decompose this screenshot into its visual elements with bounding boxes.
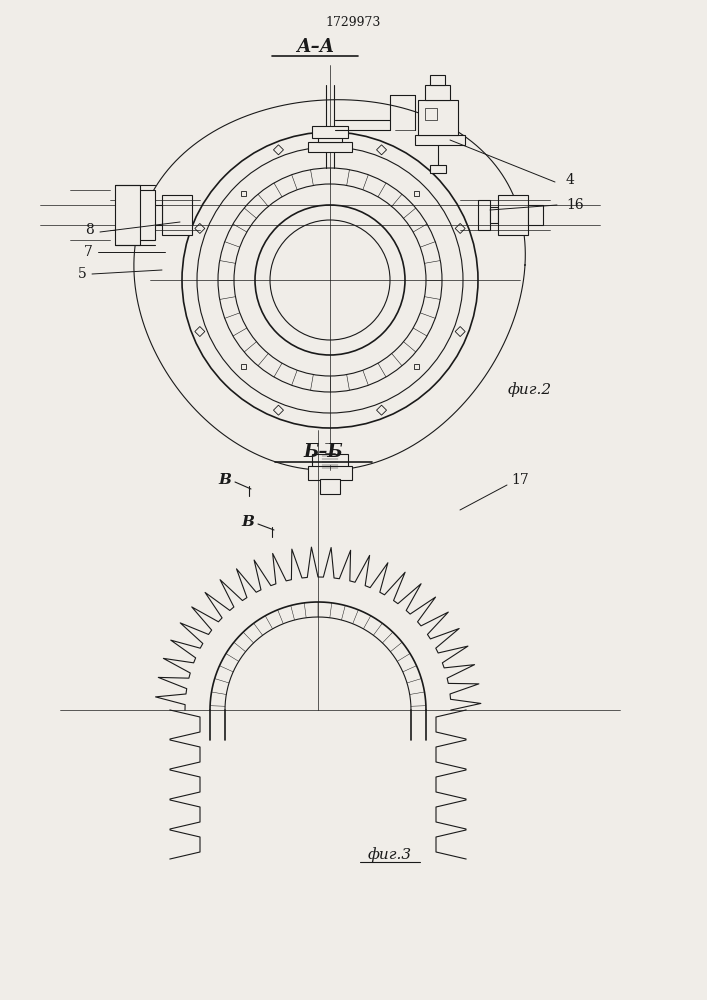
Bar xyxy=(415,135,465,145)
Text: А–А: А–А xyxy=(296,38,334,56)
Bar xyxy=(478,200,490,230)
Bar xyxy=(425,108,437,120)
Bar xyxy=(430,75,445,85)
Text: 16: 16 xyxy=(566,198,584,212)
Text: 17: 17 xyxy=(511,473,529,487)
Text: 1729973: 1729973 xyxy=(325,15,380,28)
Bar xyxy=(418,100,458,135)
Bar xyxy=(308,466,352,480)
Bar xyxy=(241,364,246,369)
Text: 7: 7 xyxy=(83,245,93,259)
Bar xyxy=(490,207,498,223)
Bar xyxy=(132,205,162,225)
Text: фиг.2: фиг.2 xyxy=(508,383,552,397)
Bar xyxy=(430,165,446,173)
Bar xyxy=(162,195,192,235)
Text: В: В xyxy=(242,515,255,529)
Bar xyxy=(241,191,246,196)
Bar xyxy=(115,185,140,245)
Bar xyxy=(528,205,543,225)
Bar xyxy=(320,479,340,494)
Bar xyxy=(414,364,419,369)
Bar xyxy=(312,454,348,468)
Bar xyxy=(425,85,450,100)
Bar xyxy=(414,191,419,196)
Text: 4: 4 xyxy=(566,173,574,187)
Text: фиг.3: фиг.3 xyxy=(368,848,412,862)
Bar xyxy=(172,200,184,230)
Text: В: В xyxy=(218,473,231,487)
Bar xyxy=(135,190,155,240)
Bar xyxy=(318,136,342,142)
Text: 8: 8 xyxy=(86,223,94,237)
Bar xyxy=(308,142,352,152)
Text: Б–Б: Б–Б xyxy=(303,443,343,461)
Bar xyxy=(312,126,348,138)
Bar xyxy=(498,195,528,235)
Text: 5: 5 xyxy=(78,267,86,281)
